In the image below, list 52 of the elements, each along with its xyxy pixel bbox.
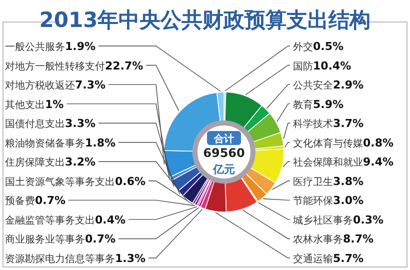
text: 亿元	[212, 163, 235, 176]
data-label: 22.7%	[105, 59, 144, 72]
data-label: 10.4%	[313, 59, 352, 72]
text: 69560	[203, 146, 245, 160]
data-label: 0.8%	[363, 136, 394, 150]
data-label: 3.8%	[333, 174, 364, 188]
data-label: 5.7%	[333, 252, 364, 265]
data-label: 0.5%	[313, 40, 344, 53]
slice-label: 对地方一般性转移支付	[5, 60, 105, 72]
slice-label: 交通运输	[293, 253, 333, 265]
data-label: 8.7%	[343, 232, 374, 246]
slice-label: 文化体育与传媒	[293, 137, 363, 150]
data-label: 7.3%	[75, 78, 106, 92]
slice-label: 粮油物资储备事务	[5, 137, 85, 150]
data-label: 0.7%	[35, 194, 66, 208]
data-label: 3.0%	[333, 194, 364, 208]
data-label: 1.9%	[65, 40, 96, 53]
data-label: 0.7%	[85, 232, 116, 246]
data-label: 3.7%	[333, 117, 364, 130]
slice-label: 对地方税收返还	[5, 80, 75, 92]
slice-label: 国债付息支出	[5, 118, 65, 130]
slice-label: 资源勘探电力信息等事务	[5, 253, 115, 265]
slice-label: 农林水事务	[293, 234, 343, 246]
text: 合计	[213, 133, 234, 145]
data-label: 1.3%	[115, 252, 146, 265]
slice-label: 社会保障和就业	[293, 156, 363, 169]
slice-label: 一般公共服务	[5, 41, 65, 53]
slice-label: 其他支出	[5, 98, 45, 111]
slice-label: 国防	[293, 60, 313, 72]
slice-label: 科学技术	[293, 118, 333, 130]
slice-label: 住房保障支出	[5, 156, 65, 169]
data-label: 0.4%	[95, 213, 126, 226]
slice-label: 公共安全	[293, 80, 333, 92]
data-label: 9.4%	[363, 156, 394, 169]
slice-label: 商业服务业等事务	[5, 234, 85, 246]
slice-label: 预备费	[5, 195, 35, 208]
data-label: 2.9%	[333, 78, 364, 92]
data-label: 3.2%	[65, 156, 96, 169]
chart-title: 2013年中央公共财政预算支出结构	[39, 8, 371, 32]
data-label: 0.6%	[115, 174, 146, 188]
data-label: 0.3%	[353, 213, 384, 226]
data-label: 1%	[45, 98, 64, 111]
slice-label: 城乡社区事务	[292, 214, 353, 226]
slice-label: 教育	[293, 98, 313, 111]
slice-label: 外交	[293, 41, 313, 53]
data-label: 5.9%	[313, 98, 344, 111]
slice-label: 节能环保	[293, 195, 333, 208]
slice-label: 医疗卫生	[293, 176, 333, 188]
data-label: 1.8%	[85, 136, 116, 150]
slice-label: 国土资源气象等事务支出	[5, 176, 115, 188]
data-label: 3.3%	[65, 117, 96, 130]
slice-label: 金融监管等事务支出	[5, 214, 95, 226]
